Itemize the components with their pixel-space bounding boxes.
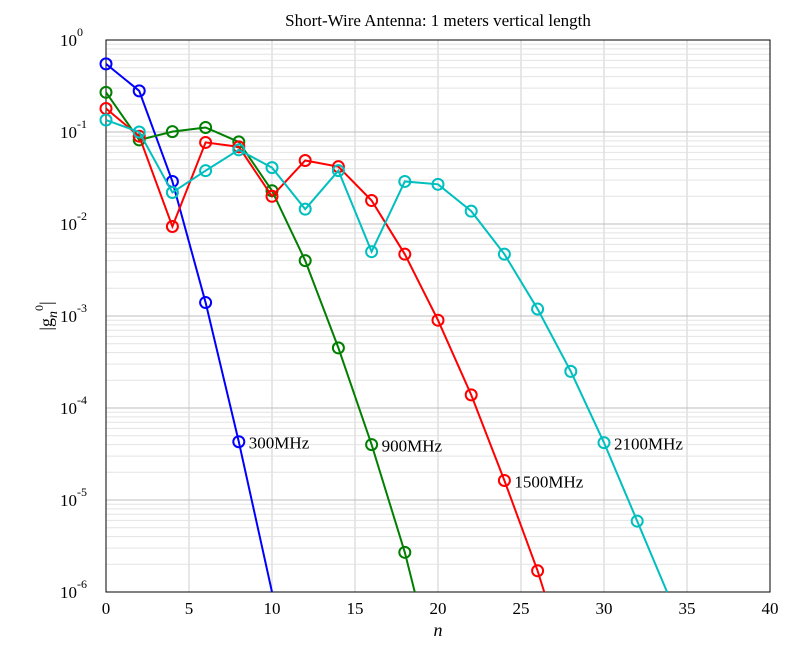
data-point (398, 247, 412, 261)
series-labels: 300MHz 900MHz 1500MHz 2100MHz (249, 434, 684, 492)
y-tick-label: 10-3 (60, 301, 87, 326)
data-point (630, 514, 644, 528)
tick-labels: 0 5 10 15 20 25 30 35 40 100 10-1 10-2 10-3 10-4 10-5 1… (60, 25, 779, 618)
x-tick-label: 20 (430, 599, 447, 618)
data-point (199, 135, 213, 149)
series-layer (99, 57, 669, 593)
y-axis-label-bar-left: |g (36, 318, 56, 331)
x-tick-label: 35 (679, 599, 696, 618)
plot-frame (105, 39, 771, 593)
data-point (298, 254, 312, 268)
series-1500MHz (99, 102, 546, 593)
data-point (331, 164, 345, 178)
data-point (232, 435, 246, 449)
y-axis-label-bar-right: | (36, 301, 56, 305)
data-point (132, 84, 146, 98)
data-point (597, 436, 611, 450)
data-point (199, 164, 213, 178)
data-point (531, 302, 545, 316)
data-point (331, 341, 345, 355)
data-point (497, 247, 511, 261)
chart-title: Short-Wire Antenna: 1 meters vertical le… (285, 11, 591, 30)
data-point (497, 473, 511, 487)
grid (106, 40, 770, 592)
series-label: 1500MHz (514, 472, 583, 491)
data-point (99, 85, 113, 99)
series-line (105, 63, 273, 593)
data-point (199, 120, 213, 134)
data-point (365, 245, 379, 259)
data-point (531, 564, 545, 578)
x-tick-label: 15 (347, 599, 364, 618)
data-point (365, 194, 379, 208)
y-tick-label: 10-5 (60, 485, 87, 510)
series-label: 2100MHz (614, 435, 683, 454)
series-2100MHz (99, 113, 669, 593)
x-tick-label: 25 (513, 599, 530, 618)
x-tick-label: 10 (264, 599, 281, 618)
data-point (132, 125, 146, 139)
series-line (105, 107, 546, 593)
data-point (298, 202, 312, 216)
x-tick-label: 5 (185, 599, 194, 618)
data-point (464, 204, 478, 218)
y-tick-label: 10-6 (60, 577, 87, 602)
y-axis-label-superscript: 0 (32, 305, 46, 311)
data-point (165, 185, 179, 199)
data-point (564, 364, 578, 378)
data-point (165, 125, 179, 139)
data-point (265, 189, 279, 203)
x-axis-label: n (434, 620, 443, 640)
data-point (132, 133, 146, 147)
series-label: 900MHz (382, 437, 443, 456)
y-tick-label: 10-2 (60, 209, 87, 234)
data-point (298, 154, 312, 168)
data-point (431, 313, 445, 327)
y-tick-label: 10-4 (60, 393, 87, 418)
data-point (99, 57, 113, 71)
data-point (265, 161, 279, 175)
y-tick-label: 10-1 (60, 117, 87, 142)
x-tick-label: 0 (102, 599, 111, 618)
data-point (398, 545, 412, 559)
x-tick-label: 40 (762, 599, 779, 618)
data-point (232, 143, 246, 157)
data-point (199, 296, 213, 310)
y-tick-label: 100 (60, 25, 83, 50)
data-point (365, 438, 379, 452)
data-point (99, 113, 113, 127)
y-axis-label-subscript: n (46, 311, 61, 318)
data-point (431, 177, 445, 191)
y-axis-label: |gn0| (32, 301, 61, 330)
data-point (132, 129, 146, 143)
data-point (398, 174, 412, 188)
data-point (165, 219, 179, 233)
series-label: 300MHz (249, 434, 310, 453)
svg-text:|gn0|: |gn0| (32, 301, 61, 330)
x-tick-label: 30 (596, 599, 613, 618)
data-point (464, 388, 478, 402)
series-line (105, 119, 669, 593)
